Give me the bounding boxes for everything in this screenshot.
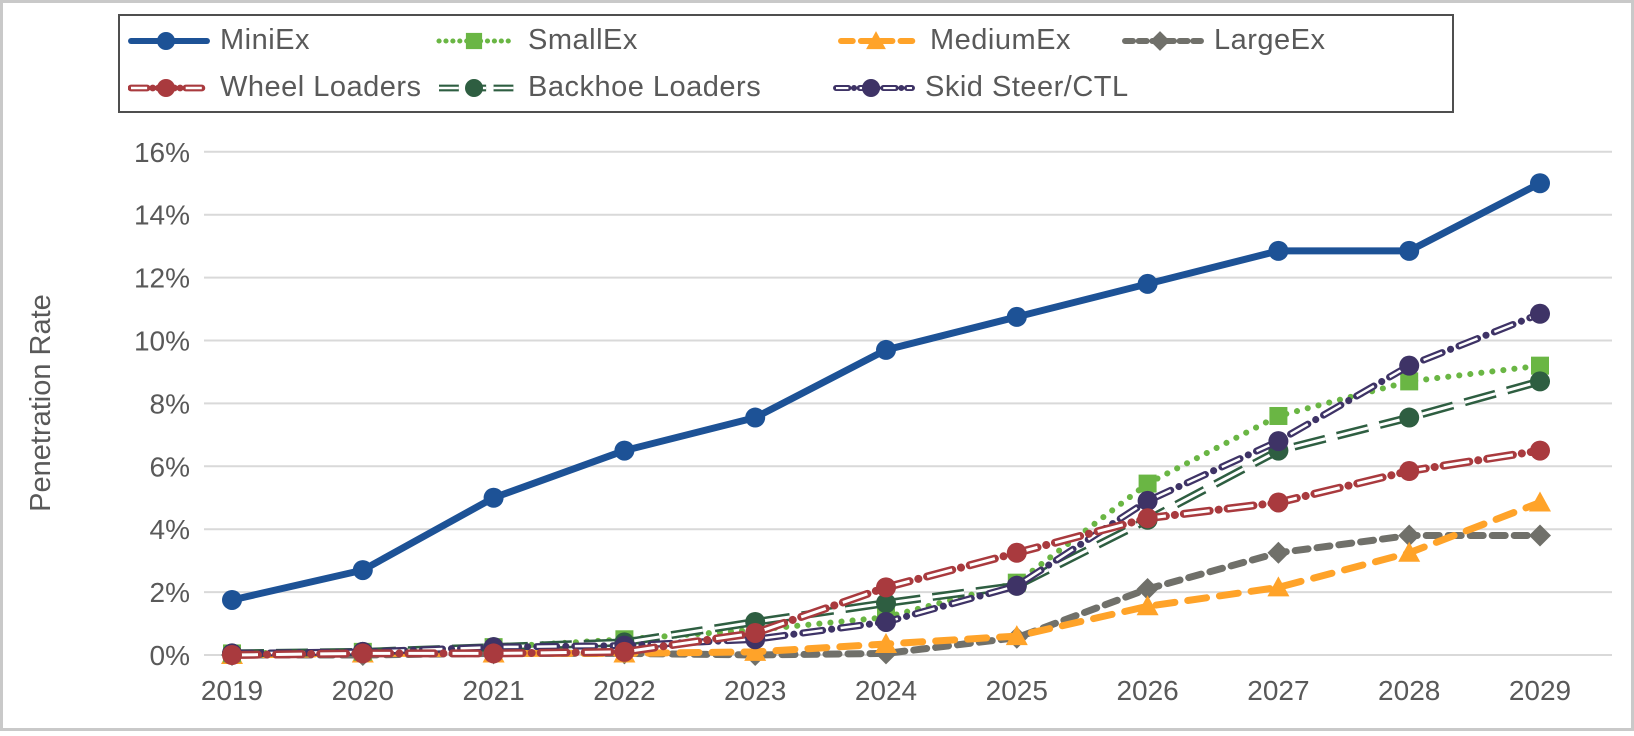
- data-point-wheel-loaders-2028: [1399, 461, 1420, 482]
- y-axis-tick-label: 2%: [150, 577, 190, 608]
- data-point-miniex-2029: [1530, 173, 1550, 194]
- y-axis-tick-label: 14%: [134, 200, 190, 231]
- data-point-wheel-loaders-2024: [876, 577, 896, 598]
- data-point-mediumex-2024: [875, 632, 897, 654]
- data-point-wheel-loaders-2029: [1530, 440, 1550, 461]
- legend-item-mediumex[interactable]: MediumEx: [838, 17, 1071, 64]
- y-axis-tick-label: 10%: [134, 326, 190, 357]
- data-point-mediumex-2023: [744, 640, 767, 661]
- backhoe-loaders-line-marker-icon: [436, 76, 518, 100]
- legend-item-wheel-loaders[interactable]: Wheel Loaders: [127, 64, 422, 111]
- data-point-wheel-loaders-2021: [483, 643, 504, 664]
- data-point-skid-steer-ctl-2026: [1137, 490, 1158, 511]
- data-point-miniex-2027: [1268, 240, 1289, 261]
- data-point-skid-steer-ctl-2029: [1530, 303, 1550, 324]
- data-point-mediumex-2026: [1136, 595, 1159, 616]
- data-point-mediumex-2027: [1267, 576, 1290, 597]
- data-point-smallex-2028: [1400, 372, 1419, 391]
- x-axis-tick-label: 2025: [986, 675, 1048, 706]
- legend-item-smallex[interactable]: SmallEx: [436, 17, 638, 64]
- data-point-miniex-2024: [876, 339, 896, 360]
- data-point-skid-steer-ctl-2024: [876, 611, 896, 632]
- legend-label: SmallEx: [528, 24, 638, 56]
- x-axis-tick-label: 2026: [1116, 675, 1178, 706]
- smallex-line-marker-icon: [436, 29, 518, 53]
- data-point-mediumex-2028: [1398, 541, 1421, 562]
- series-line-inner-stripe: [231, 379, 1541, 655]
- y-axis-tick-label: 16%: [134, 137, 190, 168]
- data-point-smallex-2027: [1269, 406, 1288, 425]
- wheel-loaders-line-marker-icon: [127, 76, 211, 100]
- data-point-largeex-2026: [1136, 577, 1159, 600]
- data-point-backhoe-loaders-2028: [1399, 407, 1420, 428]
- y-axis-tick-label: 8%: [150, 388, 190, 419]
- data-point-backhoe-loaders-2029: [1530, 371, 1550, 392]
- data-point-miniex-2023: [745, 407, 766, 428]
- data-point-wheel-loaders-2023: [745, 622, 766, 643]
- x-axis-tick-label: 2021: [462, 675, 524, 706]
- x-axis-tick-label: 2020: [332, 675, 394, 706]
- data-point-wheel-loaders-2020: [352, 643, 373, 664]
- data-point-miniex-2019: [222, 589, 242, 610]
- data-point-miniex-2021: [483, 487, 504, 508]
- x-axis-tick-label: 2027: [1247, 675, 1309, 706]
- data-point-wheel-loaders-2019: [222, 645, 242, 665]
- data-point-largeex-2027: [1267, 541, 1290, 564]
- data-point-skid-steer-ctl-2025: [1006, 575, 1027, 596]
- data-point-backhoe-loaders-2024: [876, 593, 896, 614]
- x-axis-tick-label: 2024: [855, 675, 917, 706]
- x-axis-tick-label: 2023: [724, 675, 786, 706]
- data-point-largeex-2028: [1398, 524, 1421, 547]
- legend-label: Backhoe Loaders: [528, 71, 762, 103]
- legend-label: LargeEx: [1214, 24, 1326, 56]
- data-point-miniex-2025: [1006, 306, 1027, 327]
- series-line-miniex: [228, 179, 1544, 604]
- data-point-smallex-2029: [1531, 356, 1549, 375]
- data-point-wheel-loaders-2022: [614, 641, 635, 662]
- legend-label: MiniEx: [220, 24, 311, 56]
- legend: MiniEx SmallEx MediumEx LargeEx Wheel Lo…: [118, 14, 1454, 113]
- x-axis-tick-label: 2019: [201, 675, 263, 706]
- data-point-miniex-2020: [352, 560, 373, 581]
- legend-label: MediumEx: [930, 24, 1071, 56]
- y-axis-tick-label: 6%: [150, 451, 190, 482]
- x-axis-tick-label: 2028: [1378, 675, 1440, 706]
- data-point-wheel-loaders-2025: [1006, 542, 1027, 563]
- legend-label: Wheel Loaders: [220, 71, 422, 103]
- x-axis-tick-label: 2029: [1509, 675, 1571, 706]
- legend-item-largeex[interactable]: LargeEx: [1122, 17, 1326, 64]
- y-axis-tick-label: 4%: [150, 514, 190, 545]
- data-point-smallex-2026: [1138, 474, 1157, 493]
- legend-item-backhoe-loaders[interactable]: Backhoe Loaders: [436, 64, 761, 111]
- legend-item-skid-steer-ctl[interactable]: Skid Steer/CTL: [833, 64, 1129, 111]
- miniex-line-marker-icon: [128, 29, 210, 53]
- data-point-mediumex-2025: [1005, 625, 1028, 646]
- legend-item-miniex[interactable]: MiniEx: [128, 17, 310, 64]
- data-point-skid-steer-ctl-2027: [1268, 431, 1289, 452]
- data-point-wheel-loaders-2027: [1268, 492, 1289, 513]
- data-point-largeex-2029: [1529, 524, 1551, 547]
- data-point-miniex-2026: [1137, 273, 1158, 294]
- largeex-line-marker-icon: [1122, 29, 1204, 53]
- data-point-miniex-2028: [1399, 240, 1420, 261]
- legend-label: Skid Steer/CTL: [925, 71, 1129, 103]
- mediumex-line-marker-icon: [838, 29, 920, 53]
- x-axis-tick-label: 2022: [593, 675, 655, 706]
- y-axis-tick-label: 12%: [134, 263, 190, 294]
- data-point-mediumex-2029: [1529, 491, 1551, 512]
- y-axis-tick-label: 0%: [150, 640, 190, 671]
- data-point-wheel-loaders-2026: [1137, 508, 1158, 529]
- y-axis-title: Penetration Rate: [25, 294, 57, 512]
- data-point-miniex-2022: [614, 440, 635, 461]
- skid-steer-ctl-line-marker-icon: [833, 76, 915, 100]
- data-point-skid-steer-ctl-2028: [1399, 355, 1420, 376]
